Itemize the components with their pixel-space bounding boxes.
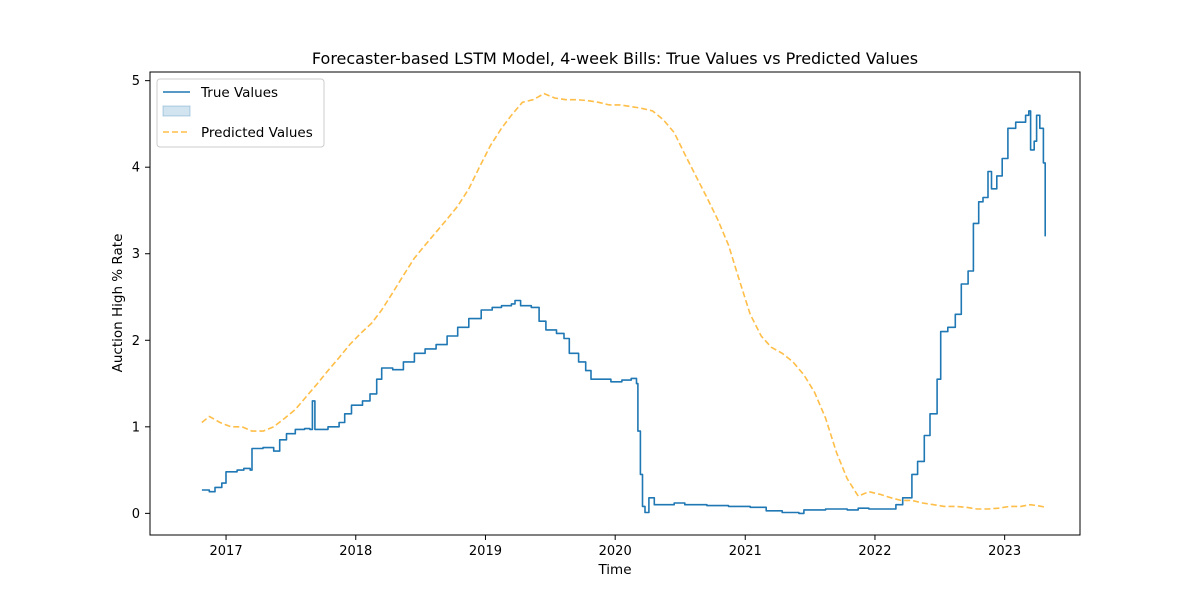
y-tick-label: 3: [132, 247, 140, 262]
y-tick-label: 5: [132, 74, 140, 89]
x-tick-label: 2019: [469, 544, 502, 559]
plot-area: [201, 92, 1046, 515]
x-tick-label: 2018: [339, 544, 372, 559]
legend: True Values Predicted Values: [156, 78, 325, 148]
y-axis-label: Auction High % Rate: [110, 234, 126, 373]
x-axis-label: Time: [597, 562, 631, 578]
legend-label: Predicted Values: [201, 125, 313, 141]
y-tick-label: 1: [132, 420, 140, 435]
x-tick-label: 2023: [988, 544, 1021, 559]
x-tick-label: 2020: [599, 544, 632, 559]
plot-frame: [149, 71, 1081, 536]
series-line-true-values: [201, 110, 1046, 515]
x-tick-label: 2017: [210, 544, 243, 559]
y-tick-label: 2: [132, 334, 140, 349]
x-tick-label: 2021: [729, 544, 762, 559]
legend-label: True Values: [200, 85, 278, 101]
chart-title: Forecaster-based LSTM Model, 4-week Bill…: [312, 49, 918, 68]
series-line-predicted-values: [201, 92, 1046, 510]
legend-frame: [156, 78, 325, 148]
x-axis: 2017 2018 2019 2020 2021 2022 2023: [210, 535, 1021, 559]
y-tick-label: 4: [132, 161, 140, 176]
legend-band-swatch: [162, 105, 191, 117]
x-tick-label: 2022: [858, 544, 891, 559]
y-axis: 0 1 2 3 4 5: [132, 74, 150, 522]
y-tick-label: 0: [132, 507, 140, 522]
